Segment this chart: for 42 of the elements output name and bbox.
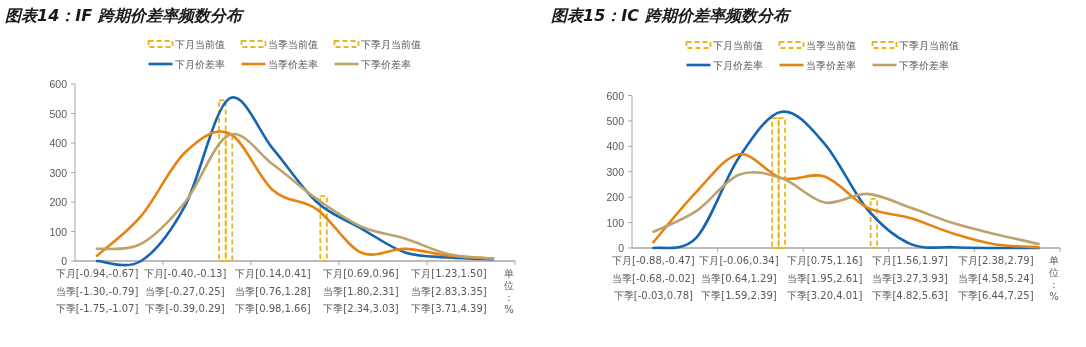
x-axis-title: 单位：%	[504, 268, 514, 315]
x-tick-label: 下月[1.56,1.97] 当季[3.27,3.93] 下季[4.82,5.63]	[872, 255, 949, 301]
y-tick-label: 300	[49, 166, 68, 179]
legend-label: 当季价差率	[267, 59, 318, 70]
y-tick-label: 100	[49, 225, 68, 238]
y-tick-label: 600	[606, 89, 625, 102]
legend-label: 下季月当前值	[360, 39, 421, 50]
line-series	[652, 152, 1040, 249]
x-tick-label: 下月[-0.88,-0.47] 当季[-0.68,-0.02] 下季[-0.03,0.78]	[612, 255, 695, 301]
legend-label: 下月价差率	[174, 59, 225, 70]
x-tick-label: 下月[1.23,1.50] 当季[2.83,3.35] 下季[3.71,4.39]	[411, 268, 487, 314]
x-tick-label: 下月[0.75,1.16] 当季[1.95,2.61] 下季[3.20,4.01]	[786, 255, 863, 301]
y-tick-label: 400	[49, 137, 68, 149]
y-tick-label: 400	[606, 140, 625, 153]
legend-label: 下月当前值	[174, 39, 225, 50]
y-tick-label: 500	[49, 107, 68, 120]
legend-label: 当季当前值	[805, 40, 856, 51]
y-tick-label: 300	[606, 165, 625, 178]
x-tick-label: 下月[-0.06,0.34] 当季[0.64,1.29] 下季[1.59,2.39]	[699, 255, 779, 301]
x-tick-label: 下月[-0.40,-0.13] 当季[-0.27,0.25] 下季[-0.39,0.29]	[143, 268, 227, 314]
legend-label: 下季价差率	[360, 59, 411, 70]
legend-label: 下月价差率	[712, 60, 763, 71]
x-axis-title: 单位：%	[1049, 255, 1059, 302]
y-tick-label: 600	[49, 78, 68, 90]
y-tick-label: 500	[606, 114, 625, 127]
line-series	[652, 110, 1040, 250]
x-tick-label: 下月[2.38,2.79] 当季[4.58,5.24] 下季[6.44,7.25]	[958, 255, 1034, 301]
y-tick-label: 0	[618, 242, 625, 254]
legend-label: 当季价差率	[805, 60, 856, 71]
x-tick-label: 下月[0.14,0.41] 当季[0.76,1.28] 下季[0.98,1.66]	[235, 268, 311, 314]
legend-label: 下月当前值	[712, 40, 763, 51]
legend-label: 下季价差率	[898, 60, 949, 71]
y-tick-label: 100	[606, 216, 625, 229]
legend-label: 下季月当前值	[898, 40, 959, 51]
y-tick-label: 200	[606, 191, 625, 204]
legend-label: 当季当前值	[267, 39, 318, 50]
x-tick-label: 下月[0.69,0.96] 当季[1.80,2.31] 下季[2.34,3.03]	[323, 268, 399, 314]
y-tick-label: 200	[49, 196, 68, 208]
chart-title: 图表15：IC 跨期价差率频数分布	[551, 6, 792, 25]
x-tick-label: 下月[-0.94,-0.67] 当季[-1.30,-0.79] 下季[-1.75,-1.07]	[55, 268, 139, 314]
chart-title: 图表14：IF 跨期价差率频数分布	[5, 6, 245, 25]
y-tick-label: 0	[61, 255, 68, 267]
